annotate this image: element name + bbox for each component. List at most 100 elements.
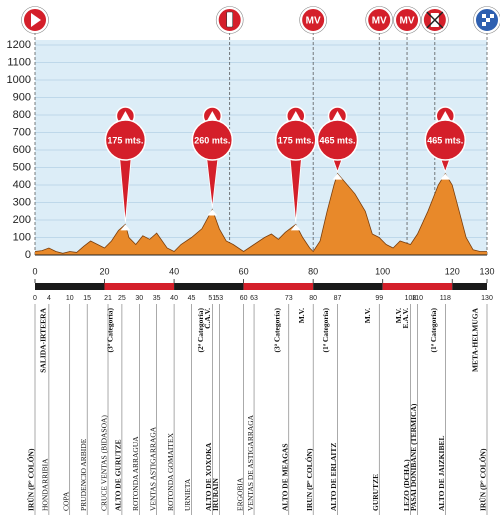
icon-symbol (31, 13, 41, 27)
icon-symbol (226, 11, 234, 28)
icon-label: MV (400, 16, 415, 27)
distance-bar-segment (35, 283, 105, 290)
route-icon (21, 6, 49, 34)
x-tick-label: 60 (239, 266, 249, 276)
balloon-label: 175 mts. (278, 135, 314, 145)
icon-cross (426, 11, 444, 29)
y-tick-label: 0 (25, 249, 31, 261)
balloon-label: 465 mts. (427, 135, 463, 145)
place-name: IRÚN (Pº COLÓN) (26, 448, 36, 511)
balloon (424, 119, 467, 161)
y-tick-label: 500 (13, 161, 31, 173)
profile-fill (35, 173, 487, 255)
place-note: M.V. (363, 308, 372, 323)
x-tick-label: 20 (100, 266, 110, 276)
place-name: ERGOBIA (235, 477, 244, 511)
balloon (316, 119, 359, 161)
place-name: VENTAS DE ASTIGARRAGA (246, 414, 255, 511)
place-note: E.A.V. (401, 308, 410, 329)
y-tick-label: 1000 (7, 74, 31, 86)
icon-label: MV (372, 16, 387, 27)
place-name: VENTAS ASTIGARRAGA (148, 426, 157, 511)
icon-label: MV (306, 16, 321, 27)
peak-balloon (104, 106, 147, 223)
place-km: 73 (285, 295, 293, 302)
place-note: (2ª Categoría) (196, 308, 205, 353)
distance-bar-segment (313, 283, 383, 290)
place-note: (3ª Categoría) (106, 308, 115, 353)
place-note: META-HELMUGA (471, 307, 480, 372)
balloon (104, 119, 147, 161)
icon-circle (394, 7, 421, 33)
place-km: 130 (481, 295, 493, 302)
place-note: (1ª Categoría) (321, 308, 330, 353)
place-km: 4 (47, 295, 51, 302)
route-icon (421, 6, 449, 34)
y-tick-label: 400 (13, 179, 31, 191)
y-tick-label: 1200 (7, 39, 31, 51)
y-tick-label: 700 (13, 126, 31, 138)
y-tick-label: 600 (13, 144, 31, 156)
place-km: 110 (412, 295, 423, 302)
peak-balloon (275, 106, 317, 223)
place-name: HONDARRIBIA (41, 458, 50, 511)
balloon-top-symbol (120, 111, 131, 120)
place-note: (3ª Categoría) (273, 308, 282, 353)
place-note: C.A.V. (203, 308, 212, 329)
place-name: GURUTZE (371, 474, 380, 511)
balloon (191, 119, 234, 161)
peak-snowcap (207, 209, 218, 216)
icon-circle (300, 7, 327, 33)
x-tick-label: 40 (169, 266, 179, 276)
balloon-label: 465 mts. (319, 135, 355, 145)
route-icon: MV (393, 6, 421, 34)
distance-bar-segment (243, 283, 314, 290)
route-icon (215, 6, 244, 34)
place-km: 63 (250, 295, 258, 302)
place-km: 0 (33, 295, 37, 302)
balloon (275, 119, 317, 161)
icon-ring (393, 6, 421, 34)
icon-ring (473, 6, 500, 34)
x-tick-label: 80 (308, 266, 318, 276)
balloon-label: 175 mts. (107, 135, 143, 145)
place-name: COPA (61, 491, 70, 511)
icon-ring (215, 6, 244, 34)
balloon-top-symbol (332, 111, 343, 120)
route-icon: MV (299, 6, 327, 34)
peak-balloon (316, 106, 359, 173)
route-icon (473, 6, 500, 34)
x-tick-label: 0 (32, 266, 37, 276)
y-tick-label: 1100 (7, 56, 31, 68)
place-note: M.V. (297, 308, 306, 323)
place-km: 15 (83, 295, 91, 302)
place-km: 10 (66, 295, 74, 302)
place-name: LEZO (DCHA.) (402, 459, 411, 511)
place-name: PASAI DONIBANE (TERMICA) (409, 403, 418, 511)
peak-snowcap (440, 173, 451, 180)
y-tick-label: 800 (13, 109, 31, 121)
place-km: 51 (208, 295, 216, 302)
place-name: IRURAIN (211, 477, 220, 511)
peak-snowcap (290, 224, 301, 231)
profile-outline (34, 172, 487, 254)
icon-ring (299, 6, 327, 34)
route-icon: MV (365, 6, 394, 34)
place-name: ALTO DE MEAGAS (281, 443, 290, 511)
y-tick-label: 200 (13, 214, 31, 226)
x-tick-label: 120 (445, 266, 460, 276)
distance-bar-segment (452, 283, 487, 290)
place-name: ALTO DE XOXOKA (204, 442, 213, 511)
place-km: 21 (104, 295, 112, 302)
balloon-top-symbol (290, 111, 301, 120)
place-km: 60 (240, 295, 248, 302)
icon-ring (21, 6, 49, 34)
place-km: 40 (170, 295, 178, 302)
y-tick-label: 100 (13, 231, 31, 243)
place-name: ROTONDA ARRAGUA (131, 436, 140, 511)
place-km: 118 (440, 295, 451, 302)
place-km: 80 (309, 295, 317, 302)
place-km: 87 (334, 295, 342, 302)
balloon-top-symbol (440, 111, 451, 120)
place-note: M.V. (394, 308, 403, 323)
